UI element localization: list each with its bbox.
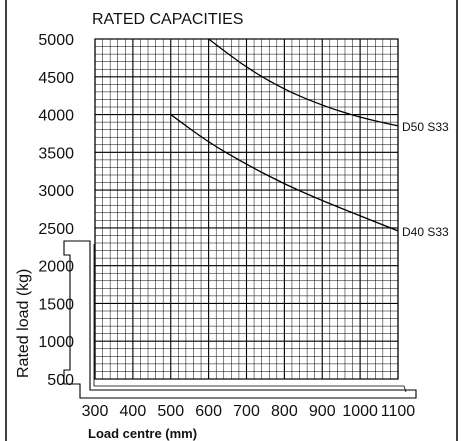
x-tick-label: 1000 [342, 403, 378, 420]
x-tick-label: 600 [195, 403, 222, 420]
y-tick-label: 1500 [38, 296, 74, 313]
y-tick-labels: 5000 4500 4000 3500 3000 2500 2000 1500 1000 500 [38, 32, 74, 389]
y-tick-label: 3500 [38, 145, 74, 162]
y-tick-label: 2500 [38, 221, 74, 238]
x-tick-label: 300 [82, 403, 109, 420]
y-tick-label: 4500 [38, 70, 74, 87]
x-tick-label: 1100 [381, 403, 416, 420]
chart-title: RATED CAPACITIES [92, 11, 243, 28]
plot-frame [94, 38, 399, 380]
x-tick-label: 500 [157, 403, 184, 420]
x-tick-label: 800 [271, 403, 298, 420]
fork-outline [63, 240, 417, 399]
y-tick-label: 500 [47, 372, 74, 389]
x-axis-label: Load centre (mm) [88, 426, 197, 441]
series-label: D40 S33 [402, 225, 449, 239]
y-axis-label: Rated load (kg) [15, 269, 32, 378]
y-tick-label: 2000 [38, 259, 74, 276]
y-tick-label: 5000 [38, 32, 74, 49]
series-line [208, 38, 399, 127]
x-tick-label: 400 [120, 403, 147, 420]
y-tick-label: 1000 [38, 334, 74, 351]
series-label: D50 S33 [402, 120, 449, 134]
forklift-fork-outline [63, 240, 417, 399]
x-tick-labels: 300 400 500 600 700 800 900 1000 1100 [82, 403, 416, 420]
x-tick-label: 700 [233, 403, 260, 420]
series-line [170, 114, 399, 232]
series-layer: D50 S33 D40 S33 [170, 38, 449, 239]
y-tick-label: 4000 [38, 108, 74, 125]
x-tick-label: 900 [309, 403, 336, 420]
fork-inner-line [93, 244, 407, 393]
y-tick-label: 3000 [38, 183, 74, 200]
